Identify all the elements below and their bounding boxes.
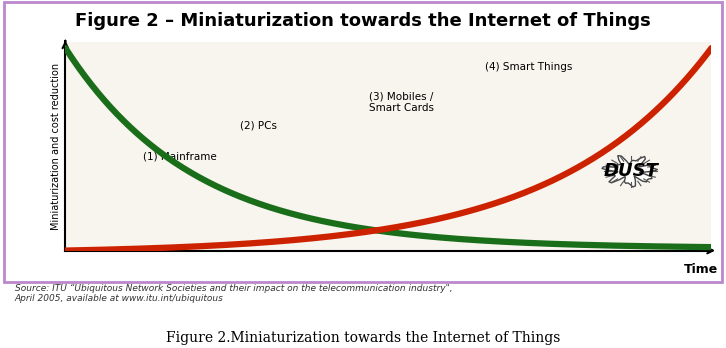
Y-axis label: Miniaturization and cost reduction: Miniaturization and cost reduction	[51, 63, 61, 230]
Text: Source: ITU “Ubiquitous Network Societies and their impact on the telecommunicat: Source: ITU “Ubiquitous Network Societie…	[15, 284, 452, 303]
Text: DUST: DUST	[603, 162, 658, 180]
Text: Figure 2 – Miniaturization towards the Internet of Things: Figure 2 – Miniaturization towards the I…	[75, 12, 651, 30]
Text: Figure 2.Miniaturization towards the Internet of Things: Figure 2.Miniaturization towards the Int…	[166, 331, 560, 345]
Polygon shape	[602, 156, 657, 187]
Text: (3) Mobiles /
Smart Cards: (3) Mobiles / Smart Cards	[369, 92, 434, 113]
Text: (1) Mainframe: (1) Mainframe	[143, 152, 216, 161]
Text: (4) Smart Things: (4) Smart Things	[486, 62, 573, 72]
Text: Time: Time	[684, 263, 718, 276]
Text: (2) PCs: (2) PCs	[240, 120, 277, 130]
